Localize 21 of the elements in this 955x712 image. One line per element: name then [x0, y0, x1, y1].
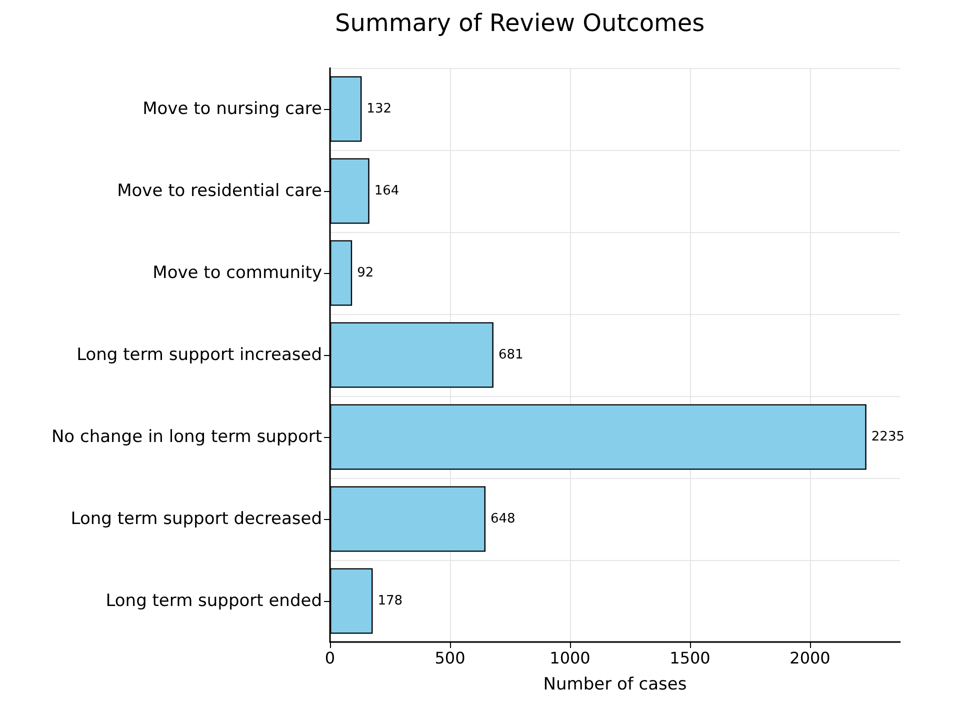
- y-tick-label: Long term support decreased: [70, 509, 322, 529]
- data-label: 2235: [871, 430, 904, 444]
- x-tick-label: 1000: [550, 648, 590, 668]
- x-tick-label: 2000: [790, 648, 830, 668]
- y-tick-label: No change in long term support: [51, 427, 322, 447]
- data-label: 164: [374, 184, 400, 198]
- y-tick-label: Move to community: [152, 263, 322, 283]
- data-label: 681: [498, 348, 524, 362]
- data-label: 92: [357, 266, 374, 280]
- chart-title: Summary of Review Outcomes: [335, 9, 705, 37]
- x-tick-label: 500: [434, 648, 466, 668]
- data-label: 178: [378, 594, 403, 608]
- y-tick-label: Long term support ended: [106, 591, 322, 611]
- y-tick-label: Move to nursing care: [142, 99, 322, 119]
- y-tick-label: Move to residential care: [117, 181, 322, 201]
- x-tick-label: 0: [324, 648, 336, 668]
- data-label: 132: [366, 102, 392, 116]
- x-axis-title: Number of cases: [543, 674, 687, 694]
- x-tick-label: 1500: [670, 648, 710, 668]
- y-tick-label: Long term support increased: [76, 345, 322, 365]
- data-label: 648: [490, 512, 516, 526]
